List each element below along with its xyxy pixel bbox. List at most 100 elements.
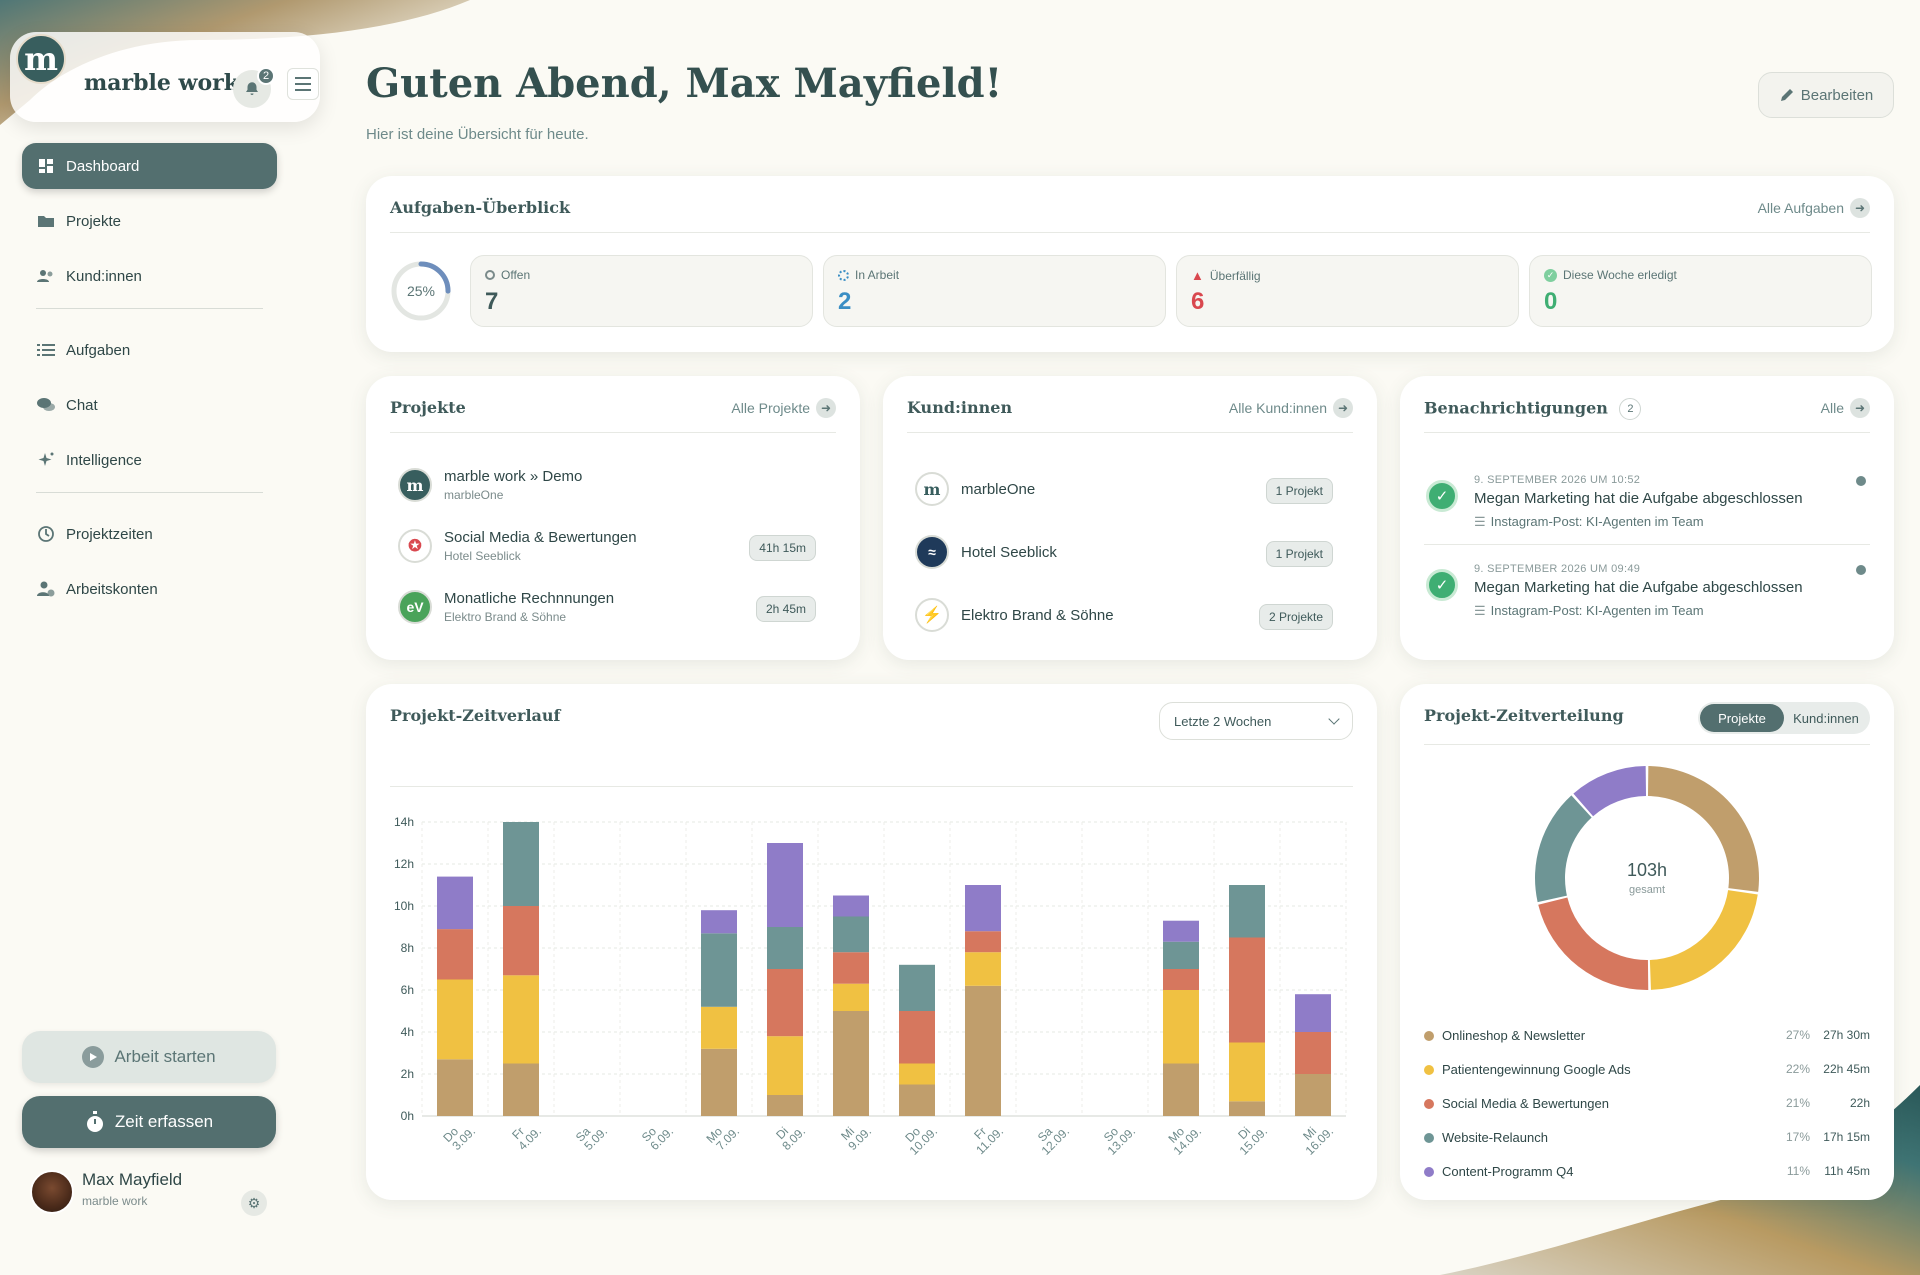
bar-segment[interactable] [503,975,539,1064]
bar-segment[interactable] [1163,1063,1199,1117]
bar-segment[interactable] [1229,885,1265,938]
log-time-button[interactable]: Zeit erfassen [22,1096,276,1148]
arrow-right-icon: ➜ [816,398,836,418]
bar-segment[interactable] [1229,937,1265,1043]
bar-segment[interactable] [833,916,869,953]
page-subtitle: Hier ist deine Übersicht für heute. [366,126,589,143]
bar-segment[interactable] [1229,1042,1265,1102]
list-item[interactable]: ✪ Social Media & Bewertungen Hotel Seebl… [398,523,828,573]
start-work-button[interactable]: Arbeit starten [22,1031,276,1083]
edit-button[interactable]: Bearbeiten [1758,72,1894,118]
all-tasks-link[interactable]: Alle Aufgaben ➜ [1758,198,1870,218]
bar-segment[interactable] [899,1063,935,1085]
sidebar-item-aufgaben[interactable]: Aufgaben [22,327,277,373]
stat-label: Überfällig [1209,268,1261,283]
bar-segment[interactable] [701,1006,737,1049]
bar-segment[interactable] [833,1011,869,1116]
bar-segment[interactable] [1163,941,1199,969]
sparkle-icon [36,451,56,469]
bar-segment[interactable] [833,895,869,917]
sidebar-item-projekte[interactable]: Projekte [22,198,277,244]
bar-segment[interactable] [701,933,737,1007]
bar-segment[interactable] [965,885,1001,932]
bar-segment[interactable] [899,1011,935,1064]
all-notifications-link[interactable]: Alle ➜ [1821,398,1870,418]
time-range-select[interactable]: Letzte 2 Wochen [1159,702,1353,740]
bar-segment[interactable] [437,979,473,1060]
bar-segment[interactable] [701,1048,737,1116]
bar-segment[interactable] [833,983,869,1011]
bar-segment[interactable] [965,952,1001,986]
sidebar-item-projektzeiten[interactable]: Projektzeiten [22,511,277,557]
divider [1424,744,1870,745]
notification-item[interactable]: ✓ 9. SEPTEMBER 2026 UM 09:49 Megan Marke… [1424,559,1870,639]
x-tick-label: Do3.09. [440,1124,478,1153]
sidebar-item-arbeitskonten[interactable]: Arbeitskonten [22,566,277,612]
notifications-button[interactable]: 2 [233,67,275,108]
donut-slice[interactable] [1538,897,1649,990]
sidebar-item-intelligence[interactable]: Intelligence [22,437,277,483]
bar-segment[interactable] [899,964,935,1011]
bar-segment[interactable] [503,906,539,976]
divider [907,432,1353,433]
bar-segment[interactable] [1163,990,1199,1064]
notification-item[interactable]: ✓ 9. SEPTEMBER 2026 UM 10:52 Megan Marke… [1424,470,1870,550]
stat-in-progress[interactable]: In Arbeit 2 [823,255,1166,327]
logo-mark[interactable]: m [16,34,66,84]
bar-segment[interactable] [767,969,803,1037]
toggle-clients[interactable]: Kund:innen [1793,710,1859,726]
bar-segment[interactable] [701,910,737,934]
menu-toggle-button[interactable] [287,68,319,100]
list-item[interactable]: ≈ Hotel Seeblick 1 Projekt [915,529,1345,579]
sidebar-item-dashboard[interactable]: Dashboard [22,143,277,189]
bar-segment[interactable] [1295,994,1331,1032]
bar-segment[interactable] [965,931,1001,953]
all-clients-link[interactable]: Alle Kund:innen ➜ [1229,398,1353,418]
notification-task: ☰ Instagram-Post: KI-Agenten im Team [1474,603,1704,619]
donut-slice[interactable] [1649,890,1758,990]
divider [1424,544,1870,545]
sidebar: m marble work 2 Dashboard Projekte Kund:… [0,0,320,1275]
unread-dot [1856,476,1866,486]
bar-segment[interactable] [437,929,473,980]
bar-segment[interactable] [1229,1101,1265,1116]
bar-segment[interactable] [437,876,473,930]
gear-icon[interactable]: ⚙ [241,1190,267,1216]
bar-segment[interactable] [1295,1074,1331,1116]
list-item[interactable]: ⚡ Elektro Brand & Söhne 2 Projekte [915,592,1345,642]
bar-segment[interactable] [767,927,803,969]
x-tick-label: Mo7.09. [703,1124,742,1153]
toggle-projects[interactable]: Projekte [1700,704,1784,732]
list-item[interactable]: m marbleOne 1 Projekt [915,466,1345,516]
project-client: Elektro Brand & Söhne [444,610,567,624]
bar-segment[interactable] [1295,1032,1331,1074]
user-profile[interactable]: Max Mayfield marble work ⚙ [22,1164,282,1220]
bar-segment[interactable] [965,985,1001,1116]
bar-segment[interactable] [767,1036,803,1095]
donut-slice[interactable] [1535,795,1592,903]
stat-label: Diese Woche erledigt [1563,268,1677,282]
bar-segment[interactable] [503,1063,539,1117]
bar-segment[interactable] [503,822,539,906]
stat-open[interactable]: Offen 7 [470,255,813,327]
bar-segment[interactable] [1163,920,1199,942]
stat-overdue[interactable]: ▲ Überfällig 6 [1176,255,1519,327]
list-item[interactable]: eV Monatliche Rechnnungen Elektro Brand … [398,584,828,634]
legend-swatch [1424,1031,1434,1041]
list-item[interactable]: m marble work » Demo marbleOne [398,462,828,512]
sidebar-item-chat[interactable]: Chat [22,382,277,428]
bar-segment[interactable] [767,1095,803,1116]
app-name[interactable]: marble work [84,70,239,96]
bar-segment[interactable] [767,843,803,927]
donut-slice[interactable] [1647,766,1759,892]
bar-segment[interactable] [437,1059,473,1116]
bar-segment[interactable] [1163,969,1199,990]
bar-segment[interactable] [899,1084,935,1117]
bar-segment[interactable] [833,952,869,984]
sidebar-item-kundinnen[interactable]: Kund:innen [22,253,277,299]
all-projects-link[interactable]: Alle Projekte ➜ [731,398,836,418]
stat-done-this-week[interactable]: ✓ Diese Woche erledigt 0 [1529,255,1872,327]
account-icon [36,580,56,598]
donut-slice[interactable] [1573,766,1647,817]
